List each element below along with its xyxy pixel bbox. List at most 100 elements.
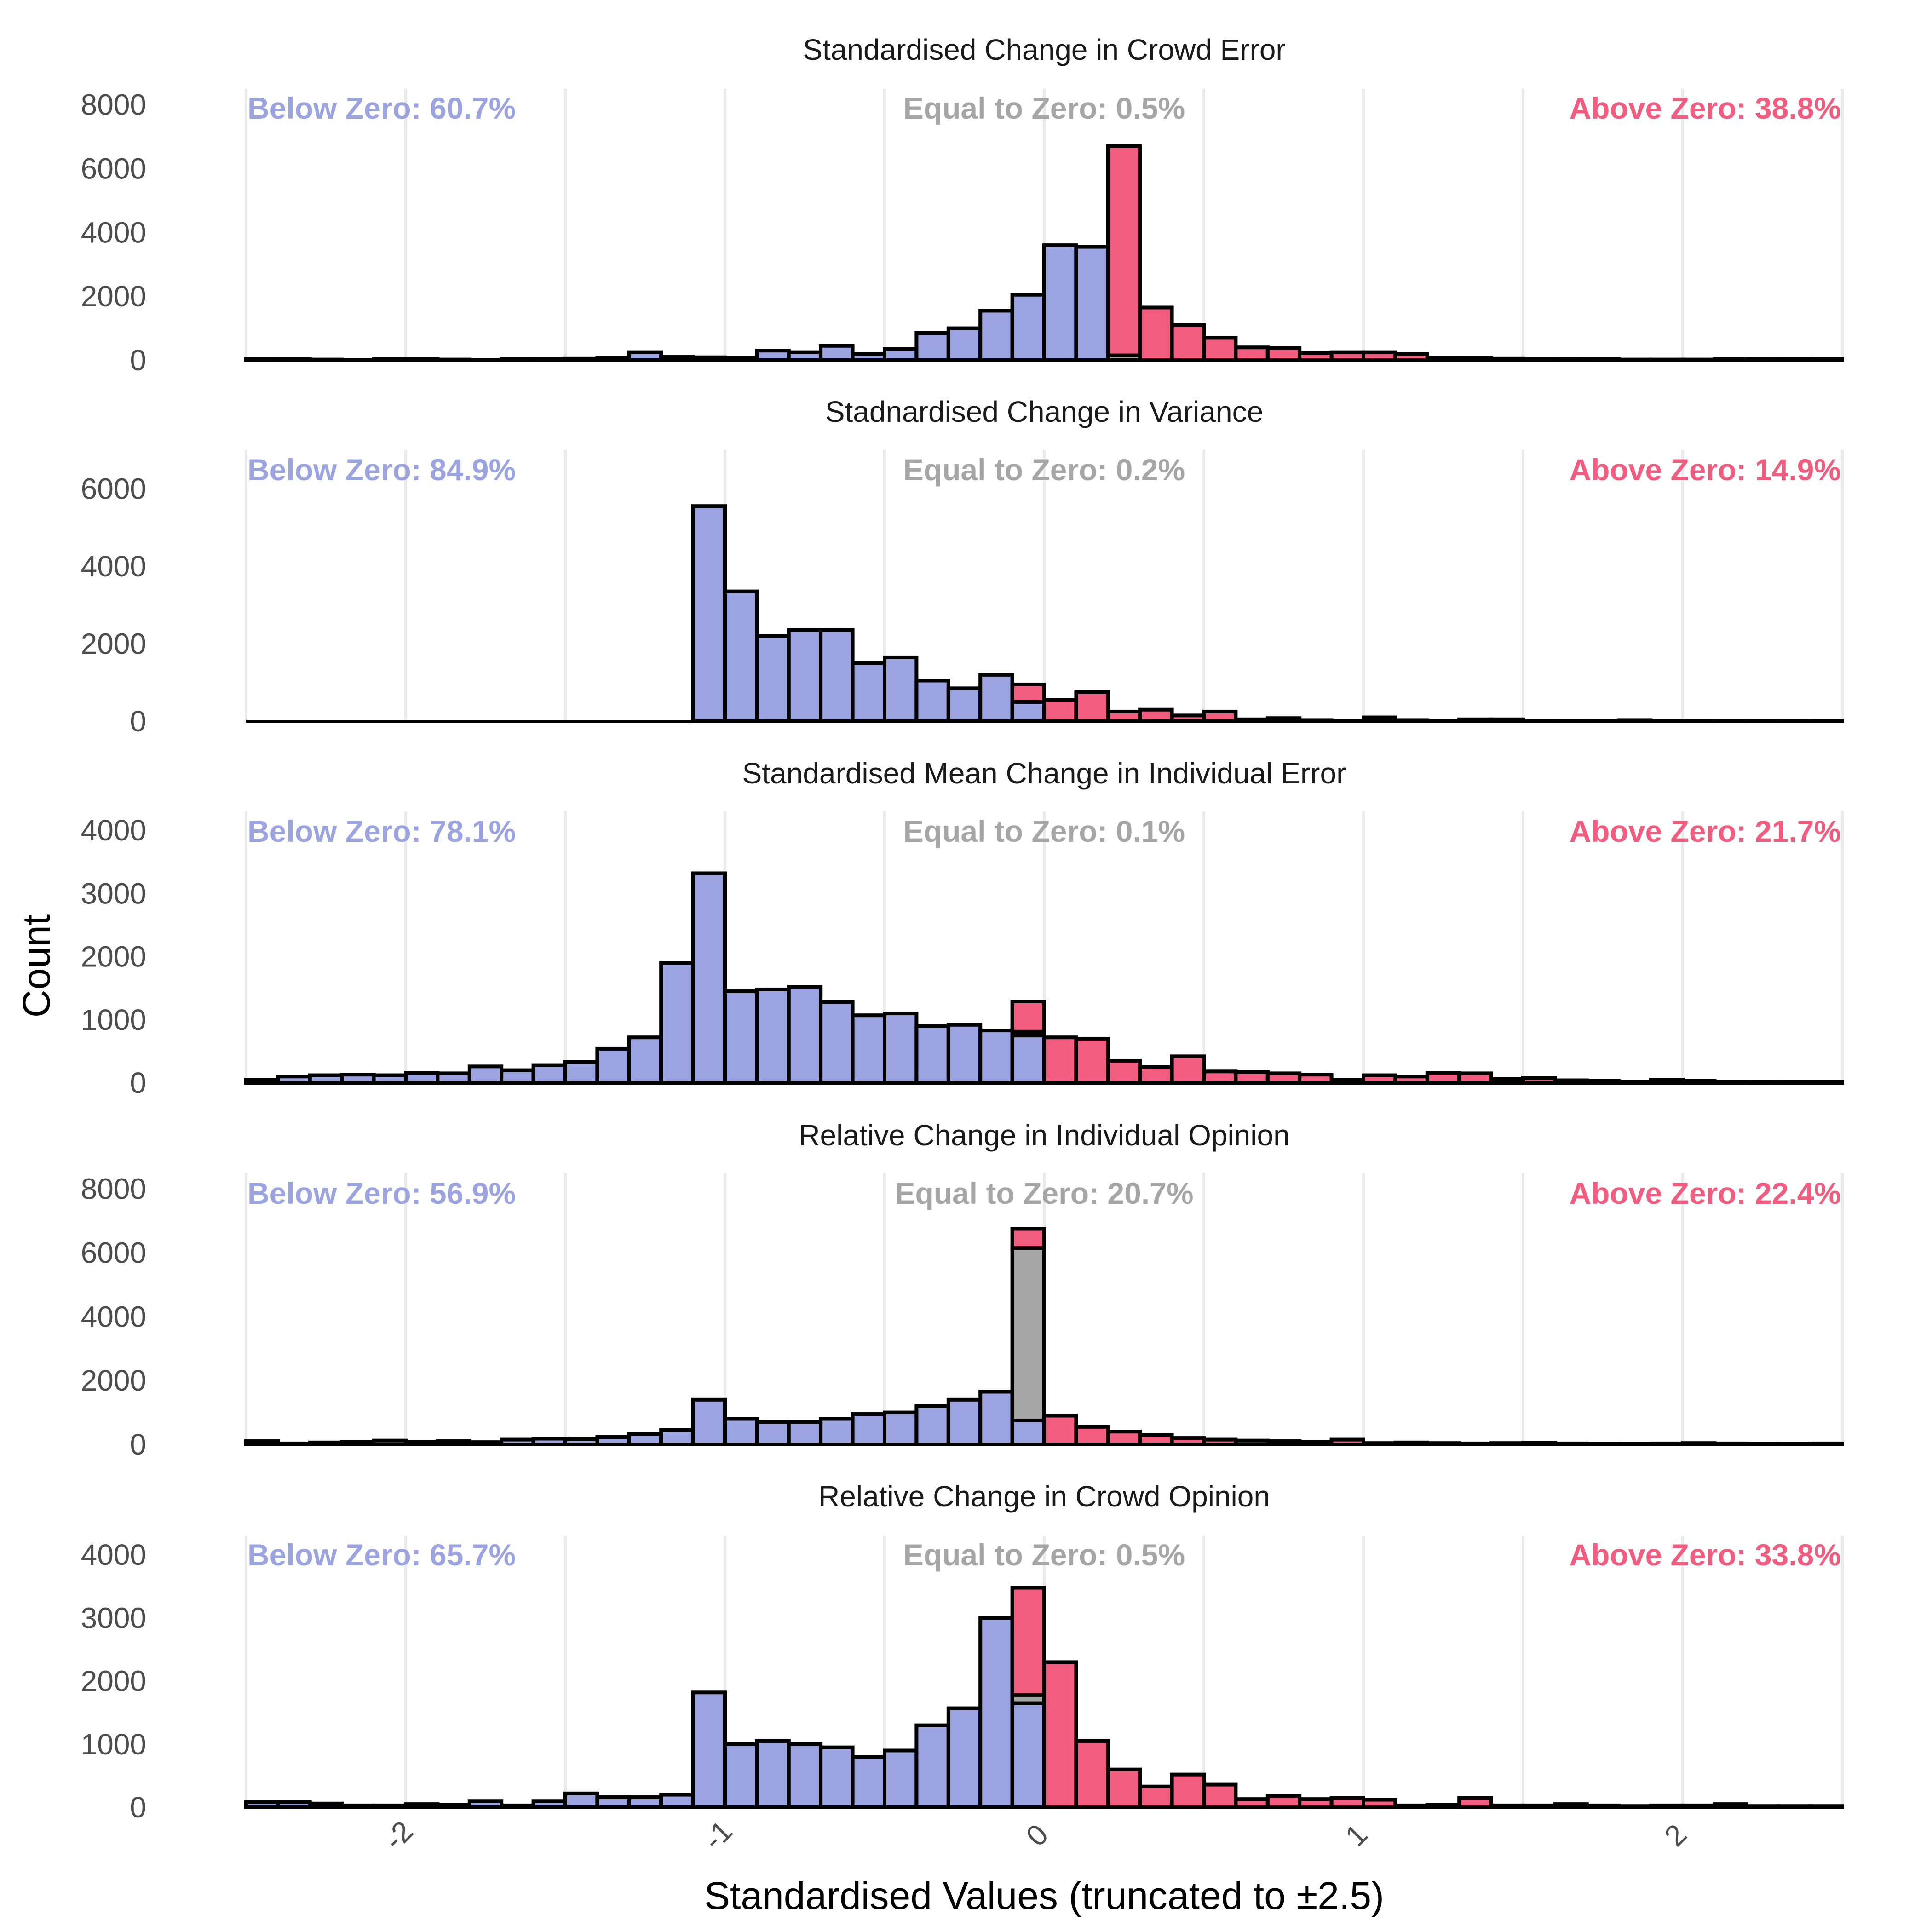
y-tick-label: 2000 <box>81 1364 146 1397</box>
bar-below <box>883 1410 919 1446</box>
bar-below <box>723 1742 759 1810</box>
y-tick-label: 0 <box>130 1066 146 1099</box>
y-tick-label: 0 <box>130 1791 146 1824</box>
bar-below <box>467 1064 504 1085</box>
y-tick-label: 2000 <box>81 940 146 973</box>
bar-below <box>755 987 791 1085</box>
bar-below <box>723 589 759 723</box>
bar-below <box>819 1745 855 1809</box>
bar-below <box>627 1432 663 1447</box>
y-tick-label: 1000 <box>81 1003 146 1036</box>
bar-below <box>564 1791 599 1810</box>
panel-title: Relative Change in Individual Opinion <box>799 1119 1289 1152</box>
y-tick-label: 6000 <box>81 1236 146 1270</box>
bar-below <box>691 871 727 1085</box>
bar-above <box>1202 709 1238 724</box>
bar-above <box>1202 336 1238 362</box>
bar-below <box>1010 1701 1046 1810</box>
bar-above <box>1106 1058 1142 1085</box>
panel-1: Standardised Change in Crowd Error 0 2000 4… <box>81 33 1845 377</box>
y-tick-label: 4000 <box>81 216 146 249</box>
bar-below <box>659 1428 695 1446</box>
y-tick-label: 4000 <box>81 1538 146 1571</box>
y-tick-label: 3000 <box>81 1601 146 1634</box>
bar-below <box>723 1417 759 1447</box>
bar-below <box>1010 700 1046 724</box>
annotation-equal-zero: Equal to Zero: 0.2% <box>903 453 1185 487</box>
y-tick-label: 4000 <box>81 550 146 583</box>
bar-below <box>659 961 695 1085</box>
bar-above <box>1010 1586 1046 1697</box>
bar-below <box>819 628 855 724</box>
x-tick-label: -2 <box>378 1814 420 1856</box>
panel-4: Relative Change in Individual Opinion 0 20… <box>81 1119 1845 1461</box>
bar-below <box>723 989 759 1085</box>
annotation-above-zero: Above Zero: 33.8% <box>1569 1538 1841 1572</box>
bar-below <box>946 1706 983 1809</box>
bar-below <box>691 504 727 723</box>
panel-3: Standardised Mean Change in Individual E… <box>81 757 1845 1099</box>
bar-below <box>1074 245 1110 362</box>
bar-above <box>1457 1071 1493 1085</box>
bar-above <box>1106 1430 1142 1447</box>
panel-title: Standardised Change in Crowd Error <box>803 33 1285 66</box>
bar-above <box>1074 1425 1110 1446</box>
annotation-above-zero: Above Zero: 38.8% <box>1569 91 1841 125</box>
bar-above <box>1202 1782 1238 1810</box>
annotation-equal-zero: Equal to Zero: 0.5% <box>903 91 1185 125</box>
annotation-below-zero: Below Zero: 60.7% <box>247 91 516 125</box>
bar-above <box>1170 1772 1206 1809</box>
bar-above <box>1425 1071 1461 1085</box>
panels-group: Standardised Change in Crowd Error 0 2000 4… <box>81 33 1845 1824</box>
y-axis-title: Count <box>15 914 58 1018</box>
bar-below <box>914 1404 950 1446</box>
bar-below <box>564 1060 599 1085</box>
bar-above <box>1138 1784 1174 1810</box>
bar-below <box>627 1795 663 1810</box>
bar-equal <box>1010 1246 1046 1422</box>
panel-title: Stadnardised Change in Variance <box>825 395 1263 428</box>
bar-above <box>1074 1036 1110 1085</box>
bar-below <box>404 1071 440 1085</box>
bar-below <box>755 1420 791 1447</box>
bar-above <box>1457 1796 1493 1810</box>
bar-above <box>1170 1054 1206 1085</box>
bar-above <box>1265 1794 1302 1809</box>
bar-above <box>1234 345 1270 362</box>
bar-above <box>1010 1000 1046 1034</box>
bar-above <box>1010 1227 1046 1250</box>
x-tick-label: 1 <box>1339 1817 1374 1852</box>
bar-below <box>851 1013 886 1085</box>
bar-below <box>946 326 983 362</box>
bar-below <box>883 1748 919 1810</box>
bar-below <box>787 1742 823 1810</box>
annotation-equal-zero: Equal to Zero: 0.5% <box>903 1538 1185 1572</box>
bar-above <box>1234 1070 1270 1085</box>
bar-below <box>914 1024 950 1085</box>
bar-above <box>1202 1070 1238 1085</box>
bar-above <box>1010 682 1046 704</box>
bar-below <box>946 686 983 724</box>
bar-above <box>1106 1767 1142 1809</box>
bar-below <box>883 347 919 362</box>
bar-below <box>691 1397 727 1446</box>
annotation-below-zero: Below Zero: 78.1% <box>247 814 516 848</box>
bar-below <box>914 331 950 362</box>
bar-above <box>1265 346 1302 362</box>
bar-above <box>1138 1065 1174 1085</box>
bar-below <box>755 634 791 723</box>
bar-below <box>851 661 886 723</box>
y-tick-label: 1000 <box>81 1728 146 1761</box>
bar-above <box>1265 1071 1302 1085</box>
annotation-above-zero: Above Zero: 21.7% <box>1569 814 1841 848</box>
bar-below <box>978 1616 1014 1809</box>
bar-above <box>1042 1035 1078 1085</box>
annotation-above-zero: Above Zero: 22.4% <box>1569 1176 1841 1210</box>
y-tick-label: 6000 <box>81 152 146 185</box>
bar-above <box>1170 323 1206 362</box>
bar-below <box>436 1071 472 1085</box>
bar-below <box>531 1063 567 1085</box>
panel-2: Stadnardised Change in Variance 0 2000 4000… <box>81 395 1845 738</box>
panel-5: Relative Change in Crowd Opinion 0 1000 200… <box>81 1480 1845 1824</box>
y-tick-label: 2000 <box>81 1665 146 1698</box>
